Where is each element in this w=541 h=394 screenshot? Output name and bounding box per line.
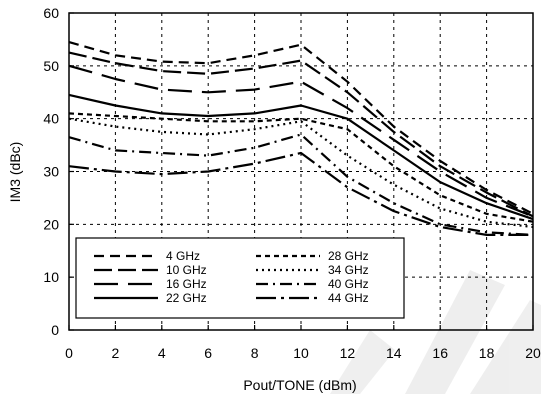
series-line-44-ghz <box>68 151 533 236</box>
x-tick-labels: 0 2 4 6 8 10 12 14 16 18 20 <box>65 345 541 361</box>
y-tick-label: 50 <box>43 58 59 74</box>
y-tick-label: 60 <box>43 5 59 21</box>
y-tick-label: 20 <box>43 216 59 232</box>
x-axis-label: Pout/TONE (dBm) <box>243 377 356 393</box>
x-tick-label: 16 <box>432 345 448 361</box>
tick-marks <box>68 12 534 331</box>
series-line-4-ghz <box>68 41 534 215</box>
y-tick-label: 30 <box>43 164 59 180</box>
y-tick-label: 10 <box>43 269 59 285</box>
x-tick-label: 6 <box>204 345 212 361</box>
legend-label: 10 GHz <box>166 263 207 277</box>
legend-label: 22 GHz <box>166 291 207 305</box>
legend-label: 34 GHz <box>328 263 369 277</box>
series-line-10-ghz <box>68 51 534 218</box>
series-line-34-ghz <box>68 117 534 229</box>
y-axis-label: IM3 (dBc) <box>7 142 23 203</box>
series-layer <box>68 41 534 236</box>
legend-label: 28 GHz <box>328 249 369 263</box>
legend-label: 16 GHz <box>166 277 207 291</box>
y-tick-labels: 0 10 20 30 40 50 60 <box>43 5 59 338</box>
x-tick-label: 20 <box>525 345 541 361</box>
series-line-16-ghz <box>68 64 534 218</box>
y-tick-label: 0 <box>51 322 59 338</box>
x-tick-label: 4 <box>158 345 166 361</box>
x-tick-label: 0 <box>65 345 73 361</box>
x-tick-label: 18 <box>479 345 495 361</box>
x-tick-label: 2 <box>112 345 120 361</box>
y-tick-label: 40 <box>43 111 59 127</box>
x-tick-label: 8 <box>251 345 259 361</box>
series-line-22-ghz <box>68 93 534 221</box>
x-tick-label: 10 <box>293 345 309 361</box>
watermark <box>330 270 541 394</box>
x-tick-label: 12 <box>340 345 356 361</box>
series-line-40-ghz <box>68 133 534 236</box>
legend-label: 4 GHz <box>166 249 200 263</box>
legend-label: 40 GHz <box>328 277 369 291</box>
legend-box <box>75 237 405 319</box>
legend-label: 44 GHz <box>328 291 369 305</box>
x-tick-label: 14 <box>386 345 402 361</box>
